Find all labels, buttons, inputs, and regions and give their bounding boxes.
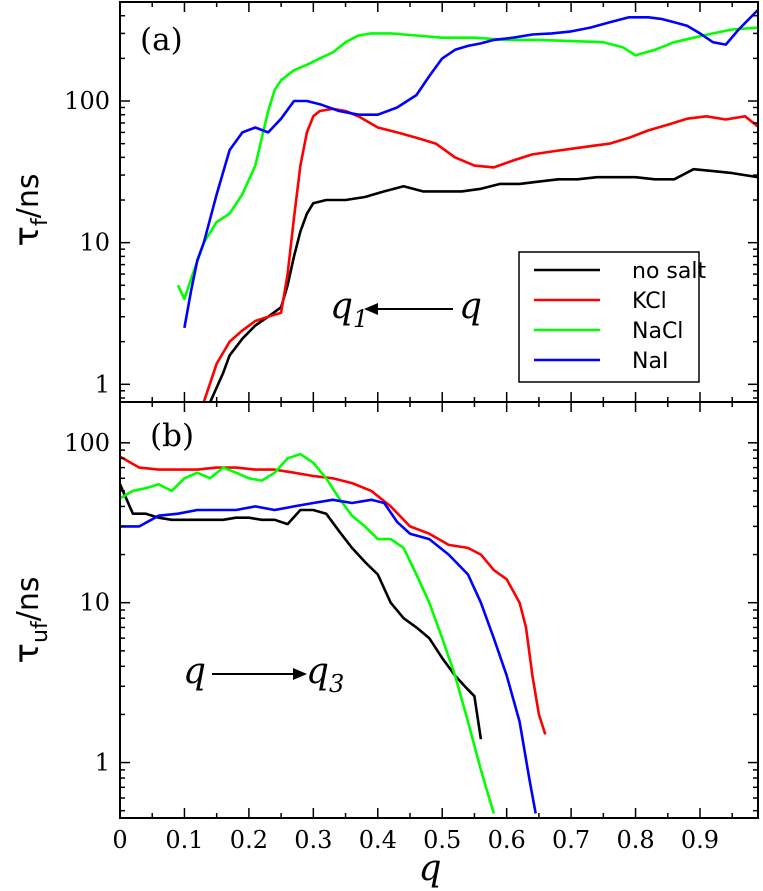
y-label-main: τ [7, 226, 47, 246]
arrowhead-right-icon [293, 668, 307, 680]
x-tick-label: 0.5 [423, 826, 461, 854]
x-tick-label: 0.4 [359, 826, 397, 854]
legend-label-nacl: NaCl [632, 319, 683, 344]
y-tick-label: 100 [64, 429, 110, 457]
y-tick-label: 1 [95, 370, 110, 398]
annotation-q-to-q3: q q3 [183, 651, 344, 698]
x-tick-label: 0.2 [230, 826, 268, 854]
panel-b-frame [119, 401, 759, 819]
panel-label: (a) [140, 22, 183, 58]
y-label-unit: /ns [11, 174, 46, 219]
y-tick-label: 10 [79, 229, 110, 257]
annotation-q: q [183, 651, 206, 692]
annotation-q3: q3 [306, 651, 344, 698]
y-tick-label: 100 [64, 87, 110, 115]
x-axis-label: q [418, 848, 441, 889]
annotation-q-to-q1: q1 q [330, 286, 482, 333]
x-tick-label: 0.1 [165, 826, 203, 854]
legend-label-kcl: KCl [632, 289, 667, 314]
series-line-nai [120, 498, 537, 814]
arrowhead-left-icon [364, 303, 378, 315]
x-tick-label: 0.3 [294, 826, 332, 854]
y-label-main: τ [7, 643, 47, 663]
legend-label-no-salt: no salt [632, 259, 706, 284]
x-tick-label: 0.8 [616, 826, 654, 854]
y-axis-label-a: τf/ns [7, 174, 53, 247]
legend-label-nai: NaI [632, 349, 668, 374]
panel-label: (b) [150, 418, 194, 454]
x-tick-label: 0.7 [552, 826, 590, 854]
annotation-q: q [459, 286, 482, 327]
y-tick-label: 10 [79, 589, 110, 617]
x-tick-label: 0 [112, 826, 127, 854]
svg-text:τf/ns: τf/ns [7, 174, 53, 247]
series-line-nacl [176, 26, 758, 301]
annotation-q1: q1 [330, 286, 368, 333]
legend: no salt KCl NaCl NaI [518, 251, 706, 383]
panel-b: 0 0.1 0.2 0.3 0.4 0.5 0.6 0.7 0.8 0.9 1 10 100 (b) τ… [7, 401, 759, 889]
series-line-nacl [120, 452, 496, 814]
y-label-sub: uf [28, 620, 53, 643]
series-line-kcl [202, 107, 758, 402]
y-axis-label-b: τuf/ns [7, 577, 53, 664]
x-tick-label: 0.9 [681, 826, 719, 854]
y-tick-label: 1 [95, 749, 110, 777]
series-line-no-salt [209, 167, 758, 402]
series-line-no-salt [120, 483, 483, 740]
series-line-nai [183, 8, 758, 329]
panel-a: 1 10 100 (a) τf/ns q1 q no salt KCl NaCl NaI [7, 1, 759, 403]
y-label-sub: f [28, 217, 53, 226]
x-tick-label: 0.6 [488, 826, 526, 854]
series-line-kcl [120, 455, 547, 735]
svg-text:τuf/ns: τuf/ns [7, 577, 53, 664]
y-label-unit: /ns [11, 577, 46, 622]
